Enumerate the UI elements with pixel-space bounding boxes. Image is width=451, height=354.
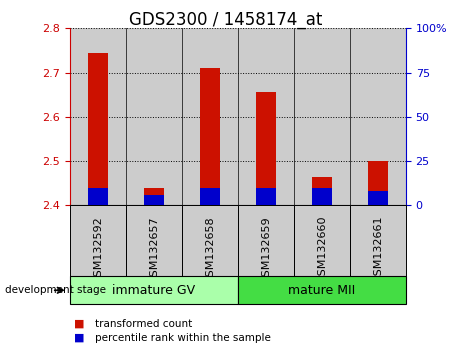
Bar	[312, 188, 331, 205]
Text: GSM132661: GSM132661	[373, 216, 383, 284]
Bar	[238, 276, 406, 304]
Bar	[144, 188, 164, 205]
Text: GSM132660: GSM132660	[317, 216, 327, 284]
Text: GSM132592: GSM132592	[93, 216, 103, 284]
Bar	[70, 205, 126, 276]
Bar	[256, 188, 276, 205]
Bar	[182, 205, 238, 276]
Text: transformed count: transformed count	[95, 319, 192, 329]
Bar	[144, 195, 164, 205]
Text: development stage: development stage	[5, 285, 106, 295]
Bar	[294, 28, 350, 205]
Bar	[88, 188, 108, 205]
Bar	[350, 28, 406, 205]
Bar	[312, 177, 331, 205]
Bar	[368, 161, 388, 205]
Bar	[238, 205, 294, 276]
Bar	[200, 68, 220, 205]
Bar	[238, 28, 294, 205]
Bar	[70, 28, 126, 205]
Bar	[182, 28, 238, 205]
Text: ■: ■	[74, 319, 85, 329]
Bar	[70, 276, 238, 304]
Bar	[294, 205, 350, 276]
Bar	[368, 191, 388, 205]
Text: mature MII: mature MII	[288, 284, 355, 297]
Bar	[88, 53, 108, 205]
Text: percentile rank within the sample: percentile rank within the sample	[95, 333, 271, 343]
Text: GSM132657: GSM132657	[149, 216, 159, 284]
Text: GSM132659: GSM132659	[261, 216, 271, 284]
Text: GDS2300 / 1458174_at: GDS2300 / 1458174_at	[129, 11, 322, 29]
Bar	[126, 28, 182, 205]
Bar	[350, 205, 406, 276]
Bar	[200, 188, 220, 205]
Bar	[256, 92, 276, 205]
Bar	[126, 205, 182, 276]
Text: immature GV: immature GV	[112, 284, 195, 297]
Text: GSM132658: GSM132658	[205, 216, 215, 284]
Text: ■: ■	[74, 333, 85, 343]
